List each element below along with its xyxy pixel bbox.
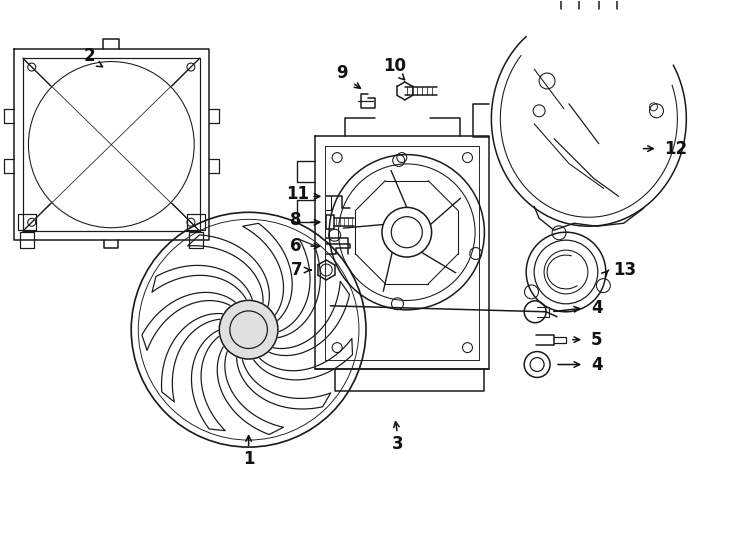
Text: 7: 7: [291, 261, 302, 279]
Text: 5: 5: [591, 330, 603, 349]
Text: 3: 3: [392, 435, 404, 453]
Text: 2: 2: [84, 47, 95, 65]
Text: 6: 6: [291, 237, 302, 255]
Text: 1: 1: [243, 450, 255, 468]
Text: 8: 8: [291, 211, 302, 230]
Circle shape: [219, 300, 278, 359]
Text: 11: 11: [286, 185, 310, 204]
Text: 12: 12: [664, 140, 688, 158]
Text: 13: 13: [613, 261, 636, 279]
Text: 9: 9: [336, 64, 348, 82]
Text: 4: 4: [591, 299, 603, 317]
Text: 4: 4: [591, 355, 603, 374]
Text: 10: 10: [383, 57, 407, 75]
